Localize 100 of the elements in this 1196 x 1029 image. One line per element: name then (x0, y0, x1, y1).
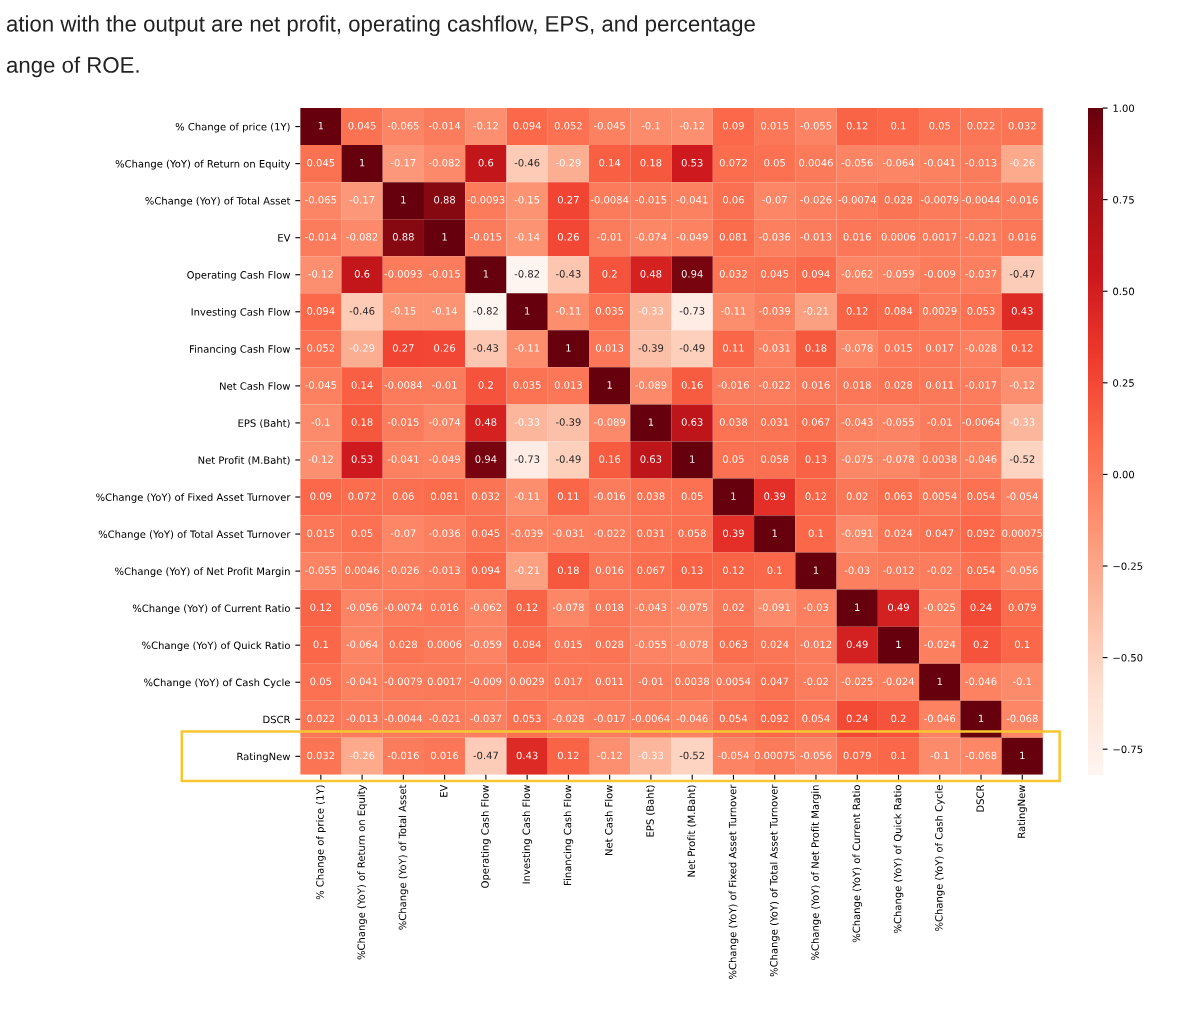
data-label: -0.11 (555, 307, 581, 315)
x-tick-label: RatingNew (1017, 784, 1028, 838)
data-label: -0.0074 (384, 603, 423, 612)
data-label: 0.058 (761, 455, 789, 463)
text: ange of ROE. (6, 56, 139, 78)
data-label: 0.031 (761, 418, 789, 426)
data-label: -0.041 (924, 158, 955, 167)
data-label: -0.0084 (384, 381, 423, 389)
data-label: 0.015 (884, 344, 912, 352)
data-label: 0.094 (513, 121, 541, 130)
data-label: 0.00075 (1002, 529, 1043, 537)
data-label: 0.26 (434, 344, 456, 352)
data-label: 1 (896, 640, 901, 648)
data-label: 0.022 (967, 121, 995, 130)
data-label: 0.05 (351, 529, 373, 537)
data-label: -0.82 (514, 270, 540, 278)
data-label: -0.017 (594, 714, 625, 723)
data-label: -0.46 (349, 307, 375, 315)
data-label: -0.46 (514, 158, 540, 167)
data-label: 1 (442, 233, 447, 241)
data-label: -0.026 (800, 195, 832, 204)
data-label: -0.12 (308, 270, 333, 278)
data-label: 0.1 (1014, 640, 1030, 649)
data-label: -0.056 (841, 158, 873, 167)
x-tick-label: Net Profit (M.Baht) (687, 785, 697, 877)
x-tick-label: %Change (YoY) of Total Asset Turnover (769, 784, 780, 977)
data-label: -0.33 (1009, 418, 1035, 426)
data-label: -0.078 (841, 344, 873, 352)
data-label: -0.021 (428, 714, 460, 723)
data-label: -0.068 (965, 751, 997, 760)
y-tick-label: % Change of price (1Y) (175, 122, 290, 133)
x-tick-label: DSCR (976, 784, 984, 812)
data-label: -0.15 (514, 195, 540, 204)
data-label: 0.09 (722, 121, 744, 130)
data-label: -0.024 (882, 677, 915, 686)
data-label: -0.07 (390, 529, 416, 537)
data-label: 0.26 (557, 233, 579, 241)
data-label: 0.0006 (427, 640, 462, 649)
data-label: -0.026 (387, 566, 419, 574)
data-label: 0.054 (802, 714, 830, 723)
data-label: -0.009 (470, 677, 502, 686)
data-label: 0.0054 (922, 492, 957, 500)
data-label: -0.028 (965, 344, 997, 352)
data-label: 0.11 (557, 492, 579, 500)
data-label: 0.054 (967, 492, 995, 500)
data-label: -0.17 (390, 158, 416, 167)
y-tick-label: Operating Cash Flow (187, 270, 291, 281)
data-label: 1 (690, 455, 695, 463)
data-label: 0.017 (926, 344, 954, 352)
data-label: -0.078 (552, 603, 584, 612)
data-label: 0.032 (1008, 121, 1036, 130)
data-label: -0.015 (428, 270, 460, 278)
data-label: 0.092 (967, 529, 995, 537)
data-label: -0.054 (1006, 492, 1038, 500)
y-tick-label: RatingNew (237, 752, 291, 763)
data-label: -0.1 (311, 418, 330, 426)
data-label: -0.056 (346, 603, 378, 612)
data-label: -0.056 (1006, 566, 1038, 574)
data-label: 0.067 (802, 418, 830, 426)
data-label: 1 (607, 381, 612, 389)
data-label: 0.12 (846, 307, 868, 315)
data-label: -0.26 (349, 751, 375, 760)
data-label: -0.043 (635, 603, 667, 612)
data-label: -0.49 (555, 455, 581, 463)
data-label: -0.017 (965, 381, 997, 389)
data-label: -0.1 (930, 751, 949, 760)
x-tick-label: Financing Cash Flow (563, 784, 574, 885)
data-label: 0.016 (596, 566, 624, 574)
data-label: -0.055 (882, 418, 914, 426)
data-label: 0.0046 (345, 566, 379, 574)
x-tick-label: %Change (YoY) of Net Profit Margin (811, 785, 821, 960)
data-label: -0.046 (965, 677, 997, 686)
data-label: -0.21 (514, 566, 540, 574)
data-label: -0.041 (346, 677, 378, 686)
data-label: 1 (360, 159, 365, 167)
y-tick-label: Net Profit (M.Baht) (198, 456, 290, 466)
data-label: 1 (483, 270, 489, 278)
data-label: -0.049 (428, 455, 461, 463)
data-label: 0.052 (307, 344, 335, 352)
data-label: 0.015 (554, 640, 582, 649)
data-label: 0.053 (513, 714, 541, 723)
data-label: -0.52 (1009, 455, 1035, 463)
data-label: -0.037 (470, 714, 502, 723)
data-label: 0.072 (719, 158, 747, 167)
data-label: 0.43 (516, 751, 538, 760)
data-label: -0.12 (473, 121, 498, 130)
data-label: 0.0038 (922, 455, 957, 463)
y-tick-label: Investing Cash Flow (191, 307, 291, 318)
data-label: -0.056 (800, 751, 832, 760)
data-label: -0.025 (841, 677, 873, 686)
data-label: 0.028 (596, 640, 624, 649)
data-label: -0.046 (965, 455, 997, 463)
x-tick-label: Net Cash Flow (604, 784, 613, 855)
data-label: 0.06 (392, 492, 414, 500)
data-label: 0.05 (681, 492, 703, 500)
data-label: 0.49 (888, 603, 909, 612)
data-label: 0.045 (761, 270, 789, 278)
data-label: -0.11 (514, 344, 540, 352)
y-tick-label: EV (278, 234, 291, 242)
data-label: 0.028 (389, 640, 417, 649)
